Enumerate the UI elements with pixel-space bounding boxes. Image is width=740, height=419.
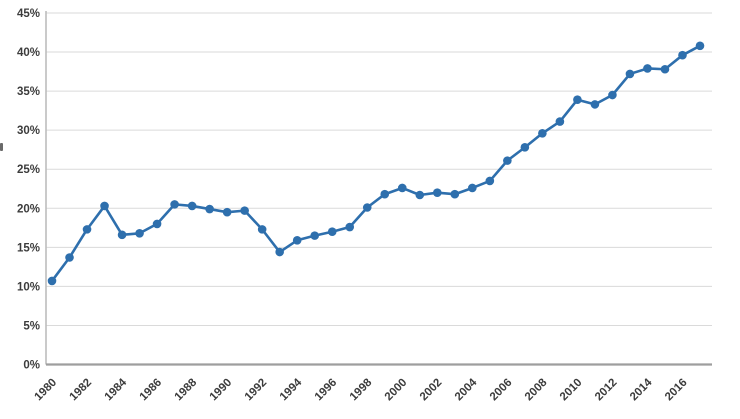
data-point bbox=[47, 276, 57, 286]
x-tick-label: 1998 bbox=[348, 376, 375, 403]
data-point bbox=[310, 231, 320, 240]
data-point bbox=[170, 200, 179, 209]
x-tick-label: 1994 bbox=[278, 376, 305, 403]
x-tick-label: 1990 bbox=[208, 377, 235, 404]
y-tick-label: 40% bbox=[17, 47, 40, 59]
x-tick-label: 1988 bbox=[173, 376, 200, 403]
data-point bbox=[485, 176, 495, 186]
data-point bbox=[555, 117, 565, 126]
data-point bbox=[345, 222, 355, 232]
data-point bbox=[432, 188, 442, 197]
data-point bbox=[117, 230, 127, 240]
x-tick-label: 1982 bbox=[68, 377, 95, 404]
data-point bbox=[468, 183, 477, 193]
data-point bbox=[380, 189, 390, 199]
data-point bbox=[327, 227, 337, 237]
y-tick-label: 10% bbox=[17, 281, 40, 293]
data-point bbox=[503, 156, 512, 165]
data-point bbox=[397, 183, 407, 193]
y-tick-label: 35% bbox=[17, 86, 40, 98]
x-tick-label: 2016 bbox=[663, 377, 690, 404]
data-point bbox=[152, 219, 162, 229]
y-axis-title-clipped bbox=[0, 143, 3, 151]
data-point bbox=[100, 201, 109, 211]
data-point bbox=[415, 190, 425, 200]
data-point bbox=[695, 41, 705, 51]
data-point bbox=[362, 203, 372, 212]
x-tick-label: 1984 bbox=[103, 376, 130, 403]
x-tick-label: 2008 bbox=[523, 376, 550, 403]
x-tick-label: 2004 bbox=[453, 376, 480, 403]
y-tick-label: 15% bbox=[17, 242, 40, 254]
data-point bbox=[573, 95, 582, 105]
data-point bbox=[205, 204, 214, 214]
data-point bbox=[82, 225, 92, 234]
data-point bbox=[590, 100, 600, 109]
x-tick-label: 2010 bbox=[558, 377, 585, 404]
data-point bbox=[520, 143, 530, 152]
data-point bbox=[135, 228, 144, 238]
data-point bbox=[222, 207, 232, 217]
data-point bbox=[450, 189, 460, 199]
x-tick-label: 2002 bbox=[418, 377, 445, 404]
data-point bbox=[187, 201, 197, 211]
x-tick-label: 1996 bbox=[313, 377, 340, 404]
x-tick-label: 2006 bbox=[488, 377, 515, 404]
data-point bbox=[660, 64, 670, 74]
y-tick-label: 25% bbox=[17, 164, 40, 176]
data-point bbox=[240, 206, 249, 215]
x-tick-label: 1986 bbox=[138, 377, 165, 404]
y-tick-label: 45% bbox=[17, 8, 40, 20]
data-point bbox=[257, 225, 267, 234]
y-tick-label: 0% bbox=[23, 360, 40, 372]
data-point bbox=[678, 50, 687, 60]
x-tick-label: 2012 bbox=[593, 377, 620, 404]
x-tick-label: 2000 bbox=[383, 377, 410, 404]
data-line bbox=[50, 44, 702, 283]
data-point bbox=[538, 128, 547, 138]
x-tick-label: 1980 bbox=[33, 377, 60, 404]
data-point bbox=[608, 90, 617, 100]
data-point bbox=[292, 236, 302, 245]
y-tick-label: 5% bbox=[23, 320, 40, 332]
y-tick-label: 30% bbox=[17, 125, 40, 137]
x-tick-label: 1992 bbox=[243, 377, 270, 404]
x-tick-label: 2014 bbox=[628, 376, 655, 403]
data-point bbox=[625, 69, 635, 79]
data-point bbox=[275, 247, 284, 257]
data-point bbox=[643, 64, 652, 73]
y-tick-label: 20% bbox=[17, 203, 40, 215]
data-point bbox=[65, 253, 74, 262]
